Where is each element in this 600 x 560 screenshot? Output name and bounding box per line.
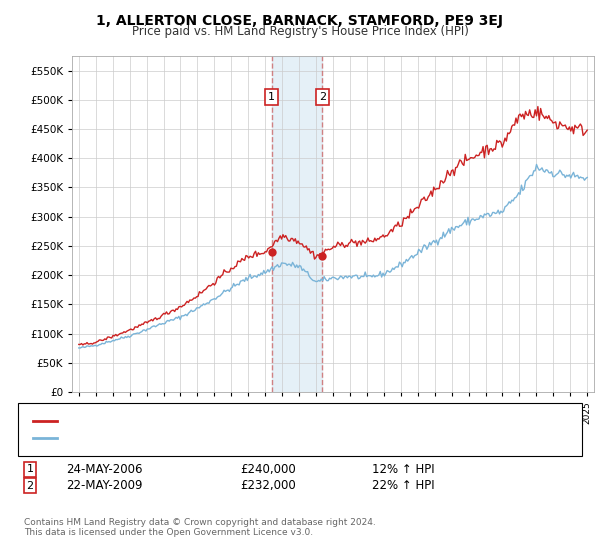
Text: £232,000: £232,000: [240, 479, 296, 492]
Text: HPI: Average price, detached house, City of Peterborough: HPI: Average price, detached house, City…: [60, 433, 361, 443]
Text: 1, ALLERTON CLOSE, BARNACK, STAMFORD, PE9 3EJ (detached house): 1, ALLERTON CLOSE, BARNACK, STAMFORD, PE…: [60, 416, 425, 426]
Text: 22-MAY-2009: 22-MAY-2009: [66, 479, 143, 492]
Text: 1: 1: [268, 92, 275, 102]
Text: Contains HM Land Registry data © Crown copyright and database right 2024.
This d: Contains HM Land Registry data © Crown c…: [24, 518, 376, 538]
Text: 2: 2: [319, 92, 326, 102]
Text: 1, ALLERTON CLOSE, BARNACK, STAMFORD, PE9 3EJ: 1, ALLERTON CLOSE, BARNACK, STAMFORD, PE…: [97, 14, 503, 28]
Text: 22% ↑ HPI: 22% ↑ HPI: [372, 479, 434, 492]
Text: 2: 2: [26, 480, 34, 491]
Bar: [272, 56, 322, 392]
Text: 24-MAY-2006: 24-MAY-2006: [66, 463, 143, 476]
Text: 12% ↑ HPI: 12% ↑ HPI: [372, 463, 434, 476]
Text: Price paid vs. HM Land Registry's House Price Index (HPI): Price paid vs. HM Land Registry's House …: [131, 25, 469, 38]
Text: 1: 1: [26, 464, 34, 474]
Text: £240,000: £240,000: [240, 463, 296, 476]
